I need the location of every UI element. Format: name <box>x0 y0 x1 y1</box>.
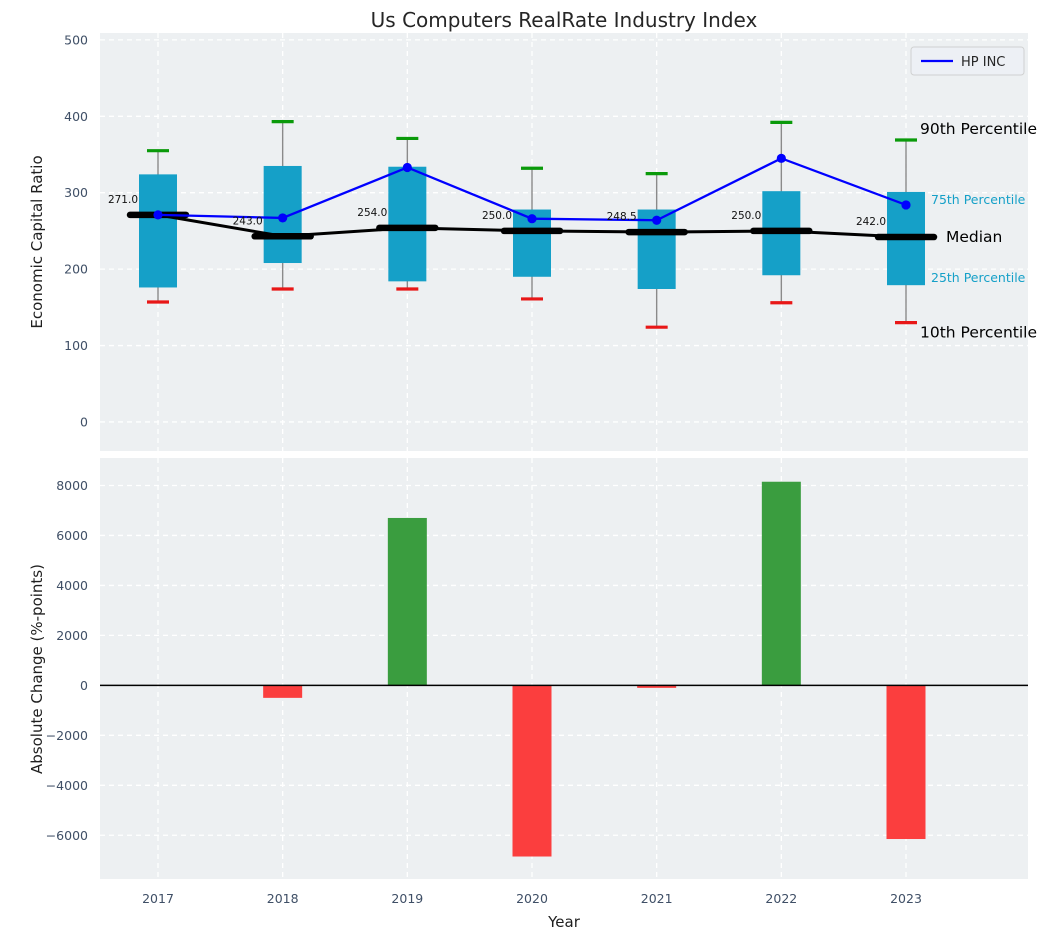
legend-background <box>910 46 1025 76</box>
x-tick-label-2017: 2017 <box>142 891 174 906</box>
y-tick-label: 4000 <box>56 578 88 593</box>
x-tick-label-2021: 2021 <box>641 891 673 906</box>
right-label-90th-percentile: 90th Percentile <box>920 120 1037 138</box>
y-tick-label: 500 <box>64 32 88 47</box>
y-tick-label: −2000 <box>46 728 88 743</box>
change-bar-2018 <box>263 685 303 698</box>
median-annotation-2018: 243.0 <box>233 215 263 227</box>
hp-inc-marker-2017 <box>153 210 163 220</box>
change-bar-2020 <box>512 685 552 857</box>
bottom-subplot-absolute-change: −6000 −4000 −2000 0 2000 4000 6000 8000 2017 2018… <box>46 458 1028 906</box>
top-subplot-economic-capital-ratio: 0 100 200 300 400 500 271.0 243.0 254.0 250.0 248.… <box>64 32 1028 451</box>
y-tick-label: −4000 <box>46 778 88 793</box>
iqr-box-2019 <box>388 166 427 282</box>
y-tick-label: 2000 <box>56 628 88 643</box>
change-bar-2022 <box>761 481 801 686</box>
hp-inc-marker-2019 <box>402 162 412 173</box>
median-annotation-2017: 271.0 <box>108 194 138 206</box>
legend-label: HP INC <box>961 55 1005 70</box>
median-annotation-2022: 250.0 <box>731 210 761 222</box>
y-tick-label: 0 <box>80 414 88 429</box>
x-axis-label: Year <box>547 913 581 931</box>
y-tick-label: 400 <box>64 109 88 124</box>
y-tick-label: 6000 <box>56 528 88 543</box>
percentile-labels: 90th Percentile 75th Percentile Median 25th… <box>920 120 1037 342</box>
median-annotation-2023: 242.0 <box>856 216 886 228</box>
change-bar-2019 <box>387 517 427 686</box>
hp-inc-marker-2023 <box>901 200 911 210</box>
right-label-median: Median <box>946 228 1002 246</box>
axes-background <box>100 33 1028 451</box>
change-bar-2023 <box>886 685 926 840</box>
y-tick-label: 300 <box>64 185 88 200</box>
hp-inc-marker-2022 <box>776 153 786 163</box>
median-annotation-2020: 250.0 <box>482 210 512 222</box>
x-tick-label-2018: 2018 <box>267 891 299 906</box>
x-tick-label-2022: 2022 <box>765 891 797 906</box>
hp-inc-marker-2020 <box>527 214 537 224</box>
iqr-box-2017 <box>139 174 177 288</box>
x-tick-label-2019: 2019 <box>391 891 423 906</box>
axes-background <box>100 458 1028 879</box>
change-bar-2021 <box>637 685 677 688</box>
right-label-75th-percentile: 75th Percentile <box>931 192 1026 207</box>
chart-title: Us Computers RealRate Industry Index <box>371 8 758 32</box>
y-tick-label: 100 <box>64 338 88 353</box>
y-tick-label: 8000 <box>56 478 88 493</box>
right-label-25th-percentile: 25th Percentile <box>931 270 1026 285</box>
hp-inc-marker-2021 <box>652 215 662 225</box>
y-axis-label-bottom: Absolute Change (%-points) <box>28 564 46 774</box>
right-label-10th-percentile: 10th Percentile <box>920 324 1037 342</box>
legend: HP INC <box>910 46 1025 76</box>
hp-inc-marker-2018 <box>278 213 288 223</box>
x-tick-label-2020: 2020 <box>516 891 548 906</box>
y-tick-label: 0 <box>80 678 88 693</box>
median-annotation-2019: 254.0 <box>357 207 387 219</box>
median-annotation-2021: 248.5 <box>607 211 637 223</box>
y-axis-label-top: Economic Capital Ratio <box>28 155 46 328</box>
x-tick-label-2023: 2023 <box>890 891 922 906</box>
y-tick-label: −6000 <box>46 828 88 843</box>
y-tick-label: 200 <box>64 262 88 277</box>
